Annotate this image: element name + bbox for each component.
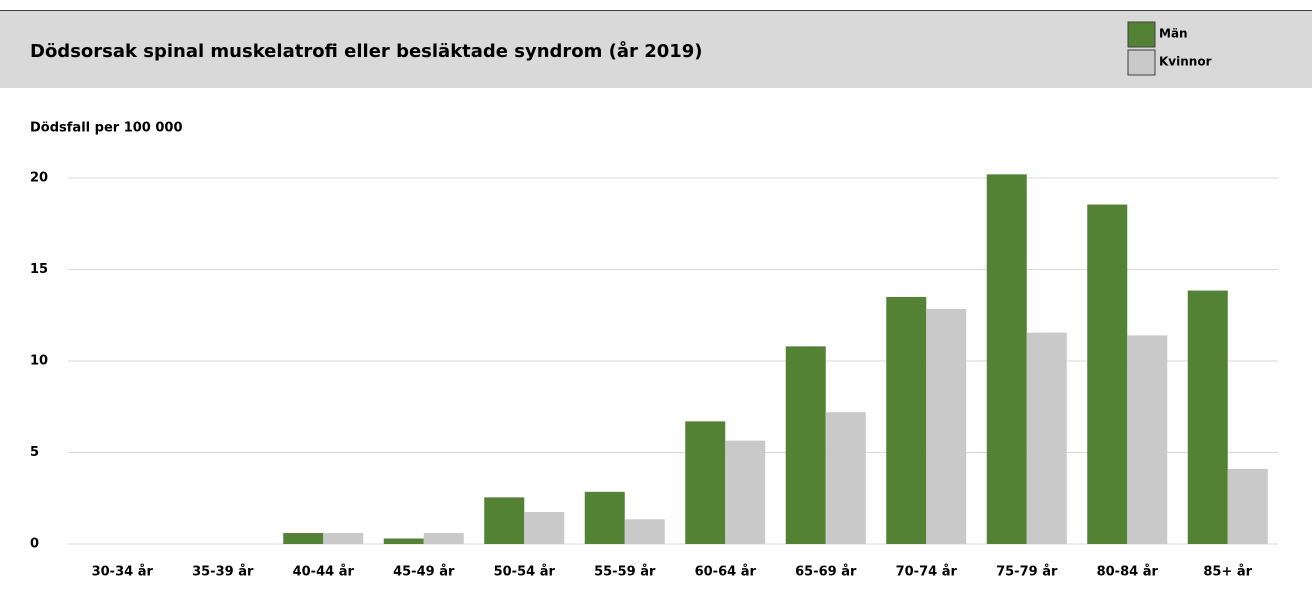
title-band: [0, 10, 1312, 88]
bar: [926, 308, 967, 544]
x-tick-label: 55-59 år: [594, 565, 656, 580]
x-tick-label: 85+ år: [1203, 565, 1252, 580]
legend-swatch: [1127, 49, 1156, 76]
bar: [484, 497, 525, 544]
bar: [1227, 468, 1268, 544]
bar: [825, 412, 866, 544]
bar: [1026, 332, 1067, 544]
y-tick-label: 0: [30, 537, 39, 552]
x-tick-label: 35-39 år: [192, 565, 254, 580]
y-tick-label: 10: [30, 354, 48, 369]
chart-title: Dödsorsak spinal muskelatrofi eller besl…: [30, 40, 703, 62]
bar: [323, 533, 364, 544]
legend-swatch: [1127, 21, 1156, 48]
bar: [886, 296, 927, 544]
x-tick-label: 65-69 år: [795, 565, 857, 580]
bar: [524, 511, 565, 544]
bar: [1087, 204, 1128, 544]
x-tick-label: 80-84 år: [1097, 565, 1159, 580]
y-tick-label: 20: [30, 171, 48, 186]
x-tick-label: 40-44 år: [293, 565, 355, 580]
bar: [283, 533, 324, 544]
y-tick-label: 5: [30, 445, 39, 460]
x-tick-label: 60-64 år: [695, 565, 757, 580]
x-tick-label: 50-54 år: [494, 565, 556, 580]
x-tick-label: 30-34 år: [92, 565, 154, 580]
bar: [584, 491, 625, 544]
x-tick-label: 75-79 år: [996, 565, 1058, 580]
bar: [423, 533, 464, 544]
y-axis-label: Dödsfall per 100 000: [30, 121, 183, 136]
bar: [986, 174, 1027, 544]
legend-label: Män: [1159, 27, 1188, 41]
x-tick-label: 70-74 år: [896, 565, 958, 580]
bar: [1127, 335, 1168, 544]
bar: [685, 421, 726, 544]
x-tick-label: 45-49 år: [393, 565, 455, 580]
y-tick-label: 15: [30, 262, 48, 277]
bar: [1187, 290, 1228, 544]
bar: [785, 346, 826, 544]
legend-label: Kvinnor: [1159, 55, 1212, 69]
bar: [624, 519, 665, 544]
bar: [383, 538, 424, 544]
bar: [725, 440, 766, 544]
